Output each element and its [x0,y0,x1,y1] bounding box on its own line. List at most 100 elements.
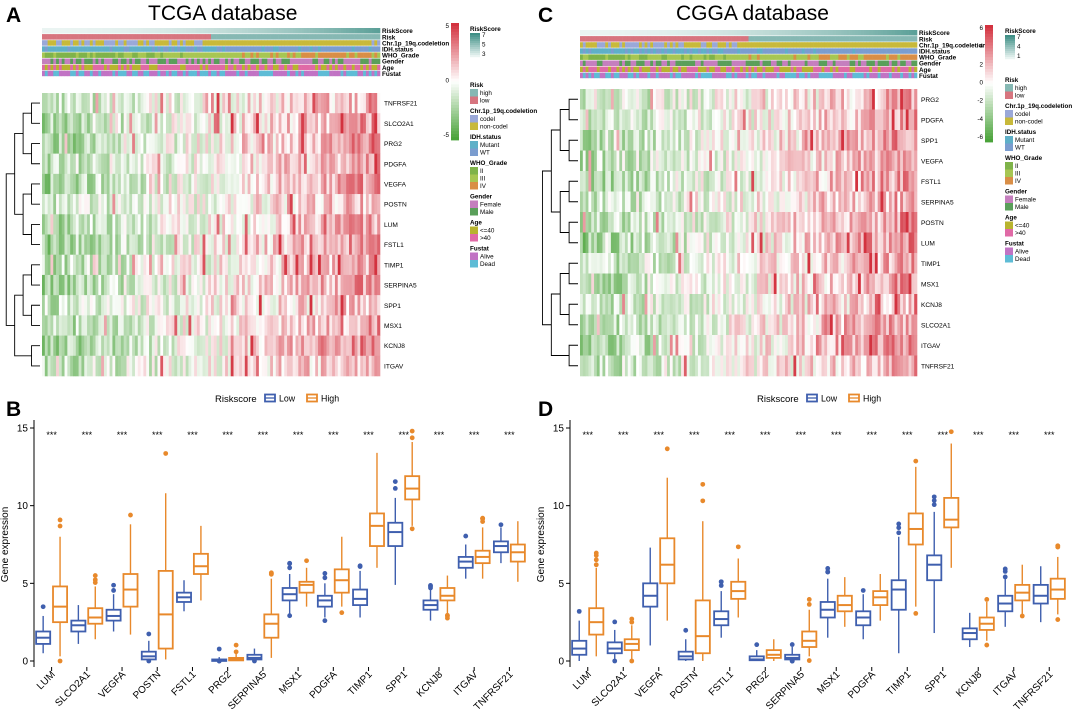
annotation-cell [256,40,260,46]
annotation-cell [67,70,71,77]
annotation-cell [669,42,673,48]
annotation-cell [87,52,91,58]
heatmap-cell [343,274,347,296]
heatmap-cell [216,295,220,316]
annotation-label: Gender [382,59,405,66]
heatmap-cell [832,89,836,110]
annotation-cell [194,64,198,71]
heatmap-cell [627,130,631,151]
annotation-cell [681,72,685,79]
annotation-cell [726,42,730,48]
annotation-cell [594,60,598,66]
heatmap-cell [377,315,381,336]
annotation-cell [115,34,119,40]
annotation-cell [334,28,339,34]
annotation-cell [869,48,873,54]
heatmap-cell [588,130,592,151]
heatmap-cell [860,150,864,172]
annotation-cell [672,60,676,66]
heatmap-cell [298,133,302,154]
heatmap-cell [773,212,777,233]
annotation-cell [734,42,738,48]
heatmap-cell [661,89,665,110]
annotation-cell [225,64,229,71]
heatmap-cell [723,232,727,254]
heatmap-cell [326,133,330,154]
heatmap-cell [216,355,220,377]
heatmap-cell [782,171,786,192]
annotation-cell [163,70,167,77]
annotation-cell [700,30,704,36]
annotation-cell [768,30,772,36]
annotation-cell [239,28,243,34]
annotation-cell [630,72,634,79]
heatmap-cell [154,173,158,195]
annotation-cell [888,66,893,73]
annotation-cell [346,52,350,58]
heatmap-cell [129,355,133,377]
annotation-cell [897,42,901,48]
annotation-cell [768,60,772,66]
annotation-cell [137,28,141,34]
heatmap-cell [149,234,153,256]
annotation-cell [683,48,688,54]
heatmap-cell [337,315,341,336]
heatmap-cell [205,133,209,154]
heatmap-cell [608,273,612,295]
heatmap-cell [602,253,606,274]
gene-row-label: KCNJ8 [384,343,405,350]
heatmap-cell [264,234,268,256]
heatmap-cell [787,212,791,233]
heatmap-cell [610,253,614,274]
annotation-cell [813,60,817,66]
heatmap-cell [832,253,836,274]
heatmap-cell [89,355,93,377]
annotation-cell [720,66,724,73]
heatmap-cell [309,234,313,256]
annotation-cell [301,46,305,52]
heatmap-cell [298,315,302,336]
heatmap-cell [171,173,175,195]
annotation-cell [75,40,79,46]
heatmap-cell [801,171,805,192]
annotation-cell [275,58,279,64]
annotation-cell [50,34,54,40]
heatmap-cell [301,234,305,256]
heatmap-cell [714,273,718,295]
annotation-cell [78,70,82,77]
heatmap-cell [177,133,181,154]
heatmap-cell [106,194,110,215]
heatmap-cell [709,150,713,172]
annotation-cell [180,40,184,46]
annotation-cell [267,58,271,64]
annotation-cell [233,52,237,58]
annotation-cell [199,70,203,77]
heatmap-cell [728,171,732,192]
heatmap-cell [261,315,265,336]
heatmap-cell [157,254,161,276]
annotation-cell [602,60,606,66]
annotation-cell [101,28,105,34]
heatmap-cell [58,355,63,377]
annotation-cell [770,42,775,48]
annotation-cell [900,36,904,42]
heatmap-cell [594,171,598,192]
annotation-cell [363,58,367,64]
heatmap-cell [731,130,735,151]
heatmap-cell [241,153,246,175]
heatmap-cell [225,295,229,316]
annotation-cell [641,72,645,79]
heatmap-cell [796,89,800,110]
heatmap-cell [813,89,817,110]
annotation-cell [264,46,268,52]
heatmap-cell [852,130,856,151]
annotation-cell [140,34,144,40]
heatmap-cell [233,355,237,377]
heatmap-cell [298,335,302,357]
annotation-cell [641,42,645,48]
annotation-cell [745,48,749,54]
annotation-cell [87,46,91,52]
annotation-cell [807,66,811,73]
legend-swatch [470,252,478,260]
heatmap-cell [700,191,704,213]
